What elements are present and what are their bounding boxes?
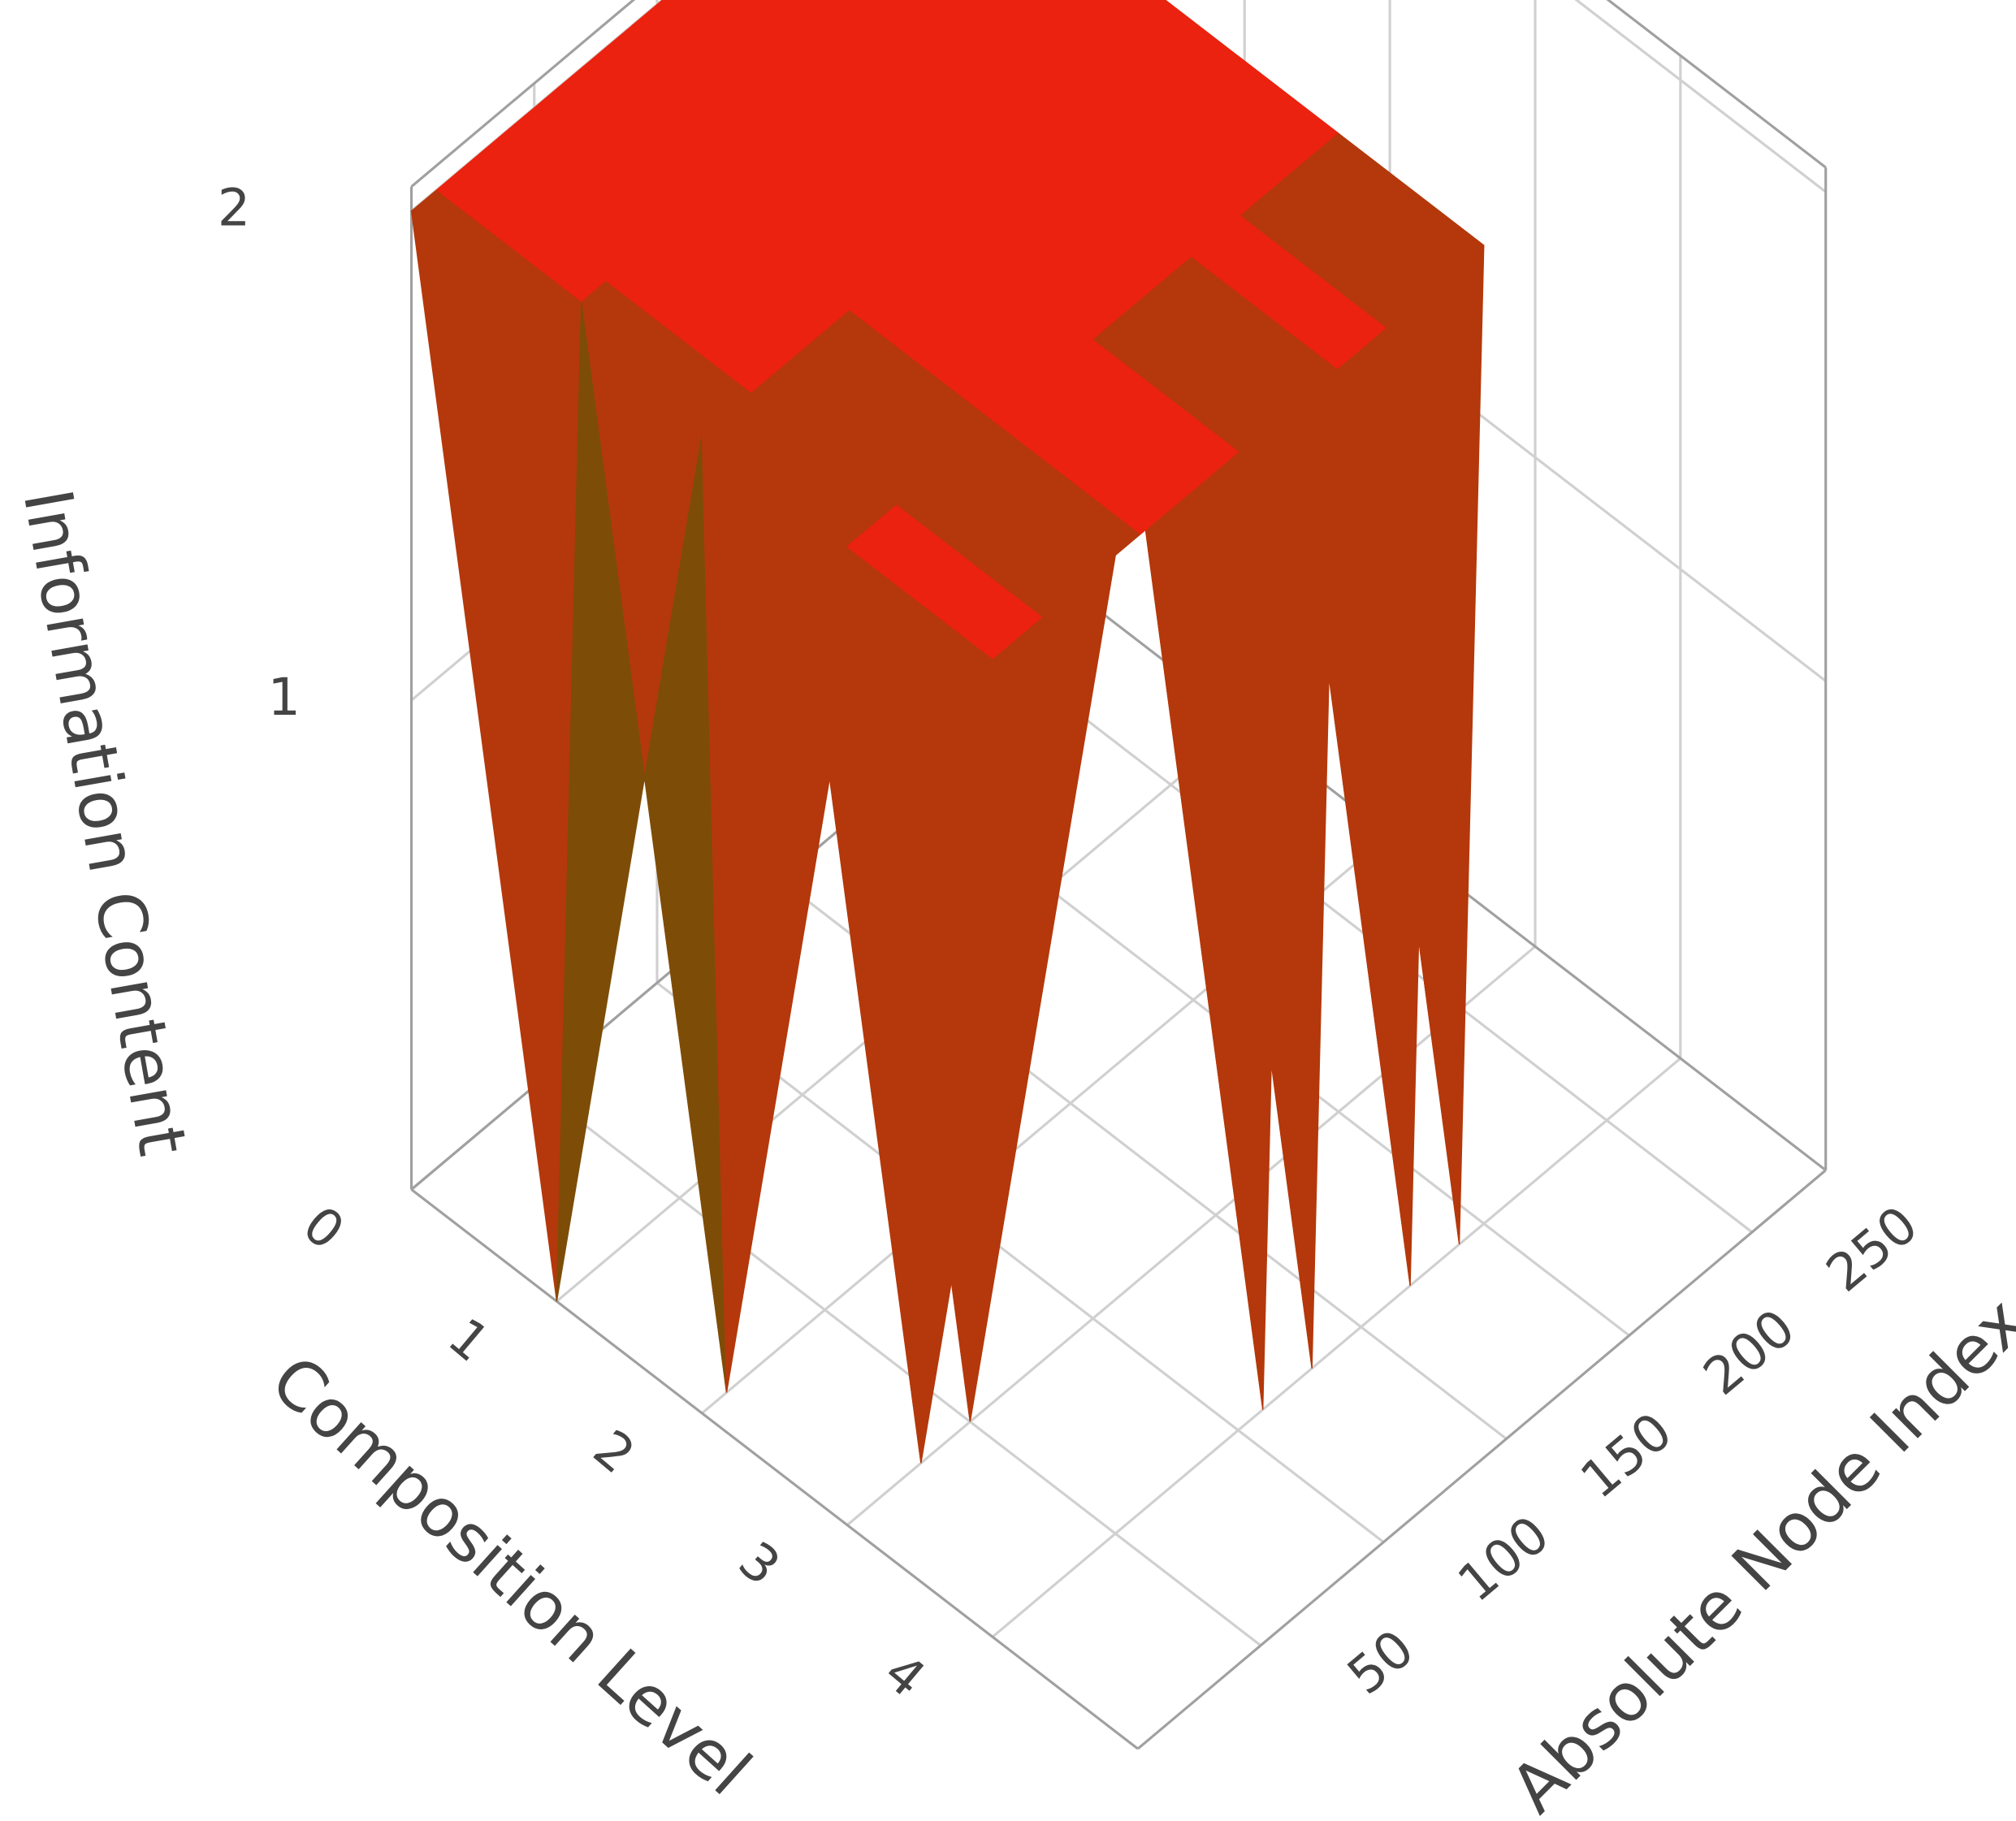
surface-patch — [701, 434, 873, 1393]
axis-edge — [1606, 0, 1827, 169]
axis-edge — [410, 1188, 1139, 1750]
x-tick-label: 4 — [873, 1641, 937, 1709]
y-tick-label: 250 — [1815, 1194, 1928, 1303]
surface-patch — [846, 525, 1019, 660]
y-tick-label: 150 — [1569, 1401, 1683, 1510]
y-tick-label: 100 — [1447, 1504, 1560, 1613]
grid-line — [991, 1057, 1681, 1638]
x-tick-label: 3 — [728, 1530, 791, 1598]
axis-edge — [410, 0, 636, 188]
z-tick-label: 1 — [268, 667, 301, 727]
x-tick-label: 2 — [582, 1418, 646, 1486]
y-tick-label: 50 — [1336, 1618, 1425, 1706]
surface — [410, 0, 1485, 1464]
axis-edge — [1136, 1169, 1827, 1750]
grid-line — [533, 1085, 1262, 1647]
x-tick-label: 1 — [437, 1306, 500, 1373]
surface-patch — [907, 0, 942, 14]
grid-line — [1574, 0, 1827, 193]
grid-line — [846, 945, 1537, 1526]
y-tick-label: 200 — [1692, 1297, 1806, 1406]
surface-patch — [410, 189, 582, 1302]
x-axis-title: Composition Level — [256, 1342, 764, 1810]
z-axis-title: Information Content — [8, 484, 201, 1161]
x-tick-label: 0 — [292, 1194, 355, 1261]
z-tick-label: 2 — [218, 178, 250, 238]
